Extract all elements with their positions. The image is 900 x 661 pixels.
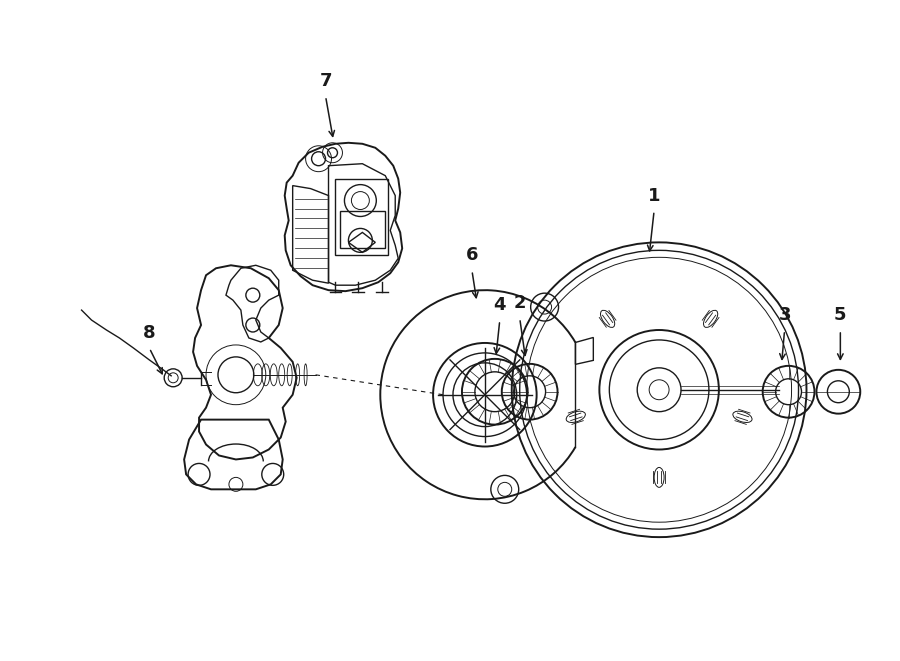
Text: 6: 6 xyxy=(465,247,478,264)
Text: 7: 7 xyxy=(320,72,332,90)
Text: 2: 2 xyxy=(514,294,526,312)
Text: 8: 8 xyxy=(143,324,156,342)
Text: 4: 4 xyxy=(493,296,506,314)
Text: 3: 3 xyxy=(778,306,791,324)
Text: 5: 5 xyxy=(834,306,847,324)
Text: 1: 1 xyxy=(648,186,661,204)
